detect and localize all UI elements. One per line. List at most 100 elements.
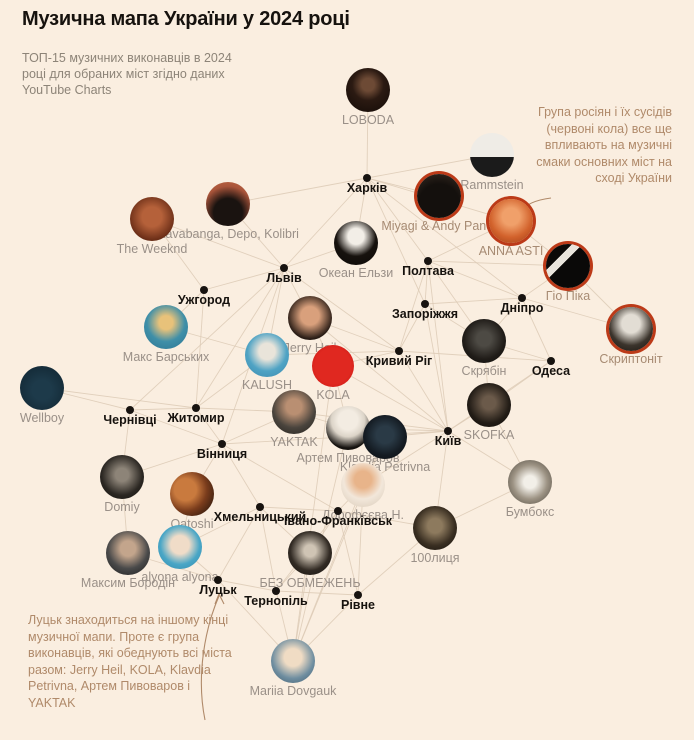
- edge-line: [292, 365, 334, 662]
- city-node[interactable]: Харків: [347, 174, 387, 195]
- city-node[interactable]: Хмельницький: [214, 503, 306, 524]
- edge-line: [129, 267, 285, 411]
- artist-node[interactable]: Максим Бородін: [81, 531, 175, 590]
- artist-node[interactable]: ANNA ASTI: [479, 199, 543, 258]
- artist-label: SKOFKA: [463, 428, 515, 442]
- edge-line: [366, 177, 429, 262]
- city-label: Тернопіль: [244, 594, 308, 608]
- artist-avatar: [130, 197, 174, 241]
- artist-node[interactable]: alyona alyona: [141, 525, 219, 584]
- artist-label: YAKTAK: [270, 435, 318, 449]
- artist-node[interactable]: Артем Пивоваров: [296, 406, 400, 465]
- city-label: Чернівці: [103, 413, 157, 427]
- city-label: Ужгород: [177, 293, 231, 307]
- edge-line: [283, 267, 400, 352]
- edge-line: [195, 289, 205, 409]
- city-node[interactable]: Тернопіль: [244, 587, 308, 608]
- artist-node[interactable]: SKOFKA: [464, 383, 514, 442]
- artist-label: Дорофєєва Н.: [322, 508, 404, 522]
- artist-node[interactable]: Rammstein: [460, 133, 524, 192]
- artist-node[interactable]: KOLA: [312, 345, 354, 402]
- artist-node[interactable]: Domiy: [100, 455, 144, 514]
- artist-node[interactable]: 100лиця: [410, 506, 460, 565]
- artist-node[interactable]: Бумбокс: [506, 460, 554, 519]
- edge-line: [129, 409, 223, 445]
- city-label: Хмельницький: [213, 510, 307, 524]
- artist-node[interactable]: Kavabanga, Depo, Kolibri: [157, 182, 299, 241]
- city-node[interactable]: Івано-Франківськ: [284, 507, 392, 528]
- artist-avatar: [106, 531, 150, 575]
- artist-node[interactable]: Дорофєєва Н.: [322, 463, 404, 522]
- artist-node[interactable]: Mariia Dovgauk: [250, 639, 336, 698]
- edge-line: [337, 510, 359, 596]
- city-node[interactable]: Одеса: [532, 357, 570, 378]
- city-label: Запоріжжя: [391, 307, 459, 321]
- artist-node[interactable]: Скрябін: [462, 319, 506, 378]
- artist-node[interactable]: Miyagi & Andy Pand.: [381, 174, 497, 233]
- artist-label: The Weeknd: [116, 242, 188, 256]
- artist-label: Гіо Піка: [545, 289, 591, 303]
- city-node[interactable]: Львів: [266, 264, 302, 285]
- artist-avatar: [312, 345, 354, 387]
- artist-node[interactable]: БЕЗ ОБМЕЖЕНЬ: [259, 531, 361, 590]
- artist-avatar: [609, 307, 653, 351]
- city-node[interactable]: Вінниця: [197, 440, 247, 461]
- city-node[interactable]: Рівне: [341, 591, 375, 612]
- city-label: Полтава: [402, 264, 454, 278]
- artist-node[interactable]: Гіо Піка: [546, 244, 590, 303]
- artist-node[interactable]: Klavdia Petrivna: [340, 415, 430, 474]
- artist-avatar: [206, 182, 250, 226]
- artist-node[interactable]: LOBODA: [342, 68, 394, 127]
- artist-node[interactable]: Океан Ельзи: [319, 221, 393, 280]
- artist-avatar: [508, 460, 552, 504]
- artist-label: Mariia Dovgauk: [249, 684, 337, 698]
- annotation-arrowhead: [214, 592, 225, 605]
- city-node[interactable]: Запоріжжя: [392, 300, 458, 321]
- city-dot: [200, 286, 208, 294]
- artist-avatar: [417, 174, 461, 218]
- artist-node[interactable]: YAKTAK: [270, 390, 318, 449]
- artist-label: Domiy: [104, 500, 140, 514]
- city-node[interactable]: Київ: [435, 427, 461, 448]
- city-node[interactable]: Кривий Ріг: [366, 347, 432, 368]
- artist-avatar: [326, 406, 370, 450]
- city-node[interactable]: Луцьк: [199, 576, 237, 597]
- city-node[interactable]: Ужгород: [178, 286, 230, 307]
- artist-node[interactable]: Qatoshi: [170, 472, 214, 531]
- city-node[interactable]: Чернівці: [103, 406, 157, 427]
- city-node[interactable]: Житомир: [168, 404, 224, 425]
- page-title: Музична мапа України у 2024 році: [22, 8, 350, 30]
- edge-line: [283, 177, 368, 269]
- edge-line: [427, 260, 449, 432]
- artist-avatar: [170, 472, 214, 516]
- artist-avatar: [546, 244, 590, 288]
- city-node[interactable]: Полтава: [402, 257, 454, 278]
- artist-label: Wellboy: [19, 411, 65, 425]
- city-dot: [395, 347, 403, 355]
- artist-node[interactable]: Jerry Heil: [284, 296, 336, 355]
- artist-label: alyona alyona: [141, 570, 219, 584]
- artist-node[interactable]: Макс Барських: [123, 305, 209, 364]
- edge-line: [275, 590, 359, 596]
- city-label: Львів: [266, 271, 302, 285]
- artist-avatar: [467, 383, 511, 427]
- artist-node[interactable]: Скриптоніт: [599, 307, 663, 366]
- edge-line: [259, 506, 339, 512]
- city-label: Дніпро: [500, 301, 544, 315]
- artist-avatar: [158, 525, 202, 569]
- artist-node[interactable]: Wellboy: [20, 366, 64, 425]
- artist-label: БЕЗ ОБМЕЖЕНЬ: [259, 576, 361, 590]
- city-label: Вінниця: [196, 447, 248, 461]
- artist-node[interactable]: The Weeknd: [117, 197, 187, 256]
- edge-line: [195, 407, 223, 445]
- city-node[interactable]: Дніпро: [501, 294, 543, 315]
- edge-line: [195, 267, 285, 409]
- artist-label: KOLA: [316, 388, 350, 402]
- artist-avatar: [470, 133, 514, 177]
- artist-node[interactable]: KALUSH: [242, 333, 292, 392]
- edge-line: [424, 297, 523, 305]
- city-label: Луцьк: [199, 583, 237, 597]
- edge-line: [398, 303, 426, 352]
- artist-avatar: [271, 639, 315, 683]
